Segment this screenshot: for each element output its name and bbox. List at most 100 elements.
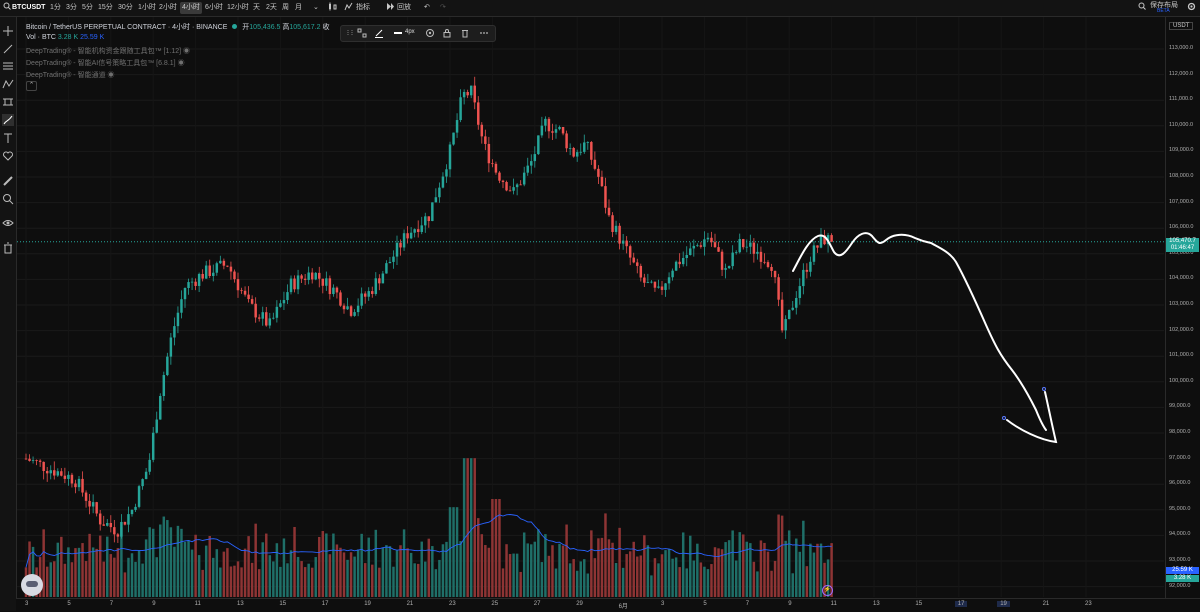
drag-handle-icon[interactable] bbox=[345, 28, 355, 38]
candle-body bbox=[342, 305, 346, 310]
interval-3m[interactable]: 3分 bbox=[66, 4, 77, 11]
zoom-icon[interactable] bbox=[2, 193, 14, 205]
x-tick-label: 6月 bbox=[618, 604, 628, 610]
volume-bar bbox=[469, 458, 473, 597]
interval-6h[interactable]: 6小时 bbox=[205, 4, 223, 11]
candle-body bbox=[56, 471, 60, 476]
volume-bar bbox=[91, 547, 95, 597]
text-icon[interactable] bbox=[2, 132, 14, 144]
currency-selector[interactable]: USDT bbox=[1169, 22, 1194, 30]
volume-bar bbox=[236, 561, 240, 597]
forecast-icon[interactable] bbox=[2, 96, 14, 108]
time-axis[interactable]: 3 5 7 9 11 13 15 17 19 21 23 25 27 29 6月 3 5 7 9 11 13 15 17 19… bbox=[16, 598, 1200, 612]
interval-15m[interactable]: 15分 bbox=[98, 4, 113, 11]
candle-body bbox=[498, 172, 501, 181]
ruler-icon[interactable] bbox=[2, 175, 14, 187]
replay-button[interactable]: 回放 bbox=[397, 4, 411, 11]
eye-icon[interactable]: ◉ bbox=[177, 60, 185, 67]
fib-icon[interactable] bbox=[2, 60, 14, 72]
volume-bar bbox=[501, 568, 505, 597]
line-width-icon[interactable] bbox=[393, 28, 403, 38]
volume-bar bbox=[614, 562, 618, 597]
more-icon[interactable] bbox=[479, 28, 489, 38]
interval-4h[interactable]: 4小时 bbox=[180, 2, 202, 14]
undo-icon[interactable]: ↶ bbox=[424, 4, 430, 11]
interval-1mo[interactable]: 月 bbox=[295, 4, 302, 11]
price-axis[interactable]: USDT 92,000.0 93,000.0 94,000.0 95,000.0 96,… bbox=[1165, 17, 1200, 598]
symbol-label[interactable]: BTCUSDT bbox=[12, 4, 46, 11]
lightning-icon[interactable]: ⚡ bbox=[822, 585, 833, 596]
candle-body bbox=[621, 240, 625, 244]
volume-bar bbox=[720, 549, 724, 597]
interval-30m[interactable]: 30分 bbox=[118, 4, 133, 11]
candle-body bbox=[515, 184, 519, 188]
eye-icon[interactable] bbox=[2, 217, 14, 229]
y-tick-label: 102,000.0 bbox=[1169, 326, 1194, 333]
eye-icon[interactable]: ◉ bbox=[107, 72, 115, 79]
line-width-label[interactable]: 4px bbox=[405, 29, 415, 35]
interval-1m[interactable]: 1分 bbox=[50, 4, 61, 11]
candle-body bbox=[611, 215, 614, 232]
candle-body bbox=[289, 278, 293, 293]
settings-icon[interactable] bbox=[1187, 2, 1196, 16]
candle-body bbox=[819, 235, 823, 248]
volume-bar bbox=[180, 528, 183, 597]
settings-icon[interactable] bbox=[425, 28, 435, 38]
candle-body bbox=[392, 256, 395, 262]
eye-icon[interactable]: ◉ bbox=[183, 48, 190, 55]
candle-body bbox=[169, 337, 173, 357]
symbol-search-icon[interactable] bbox=[3, 2, 11, 15]
crosshair-icon[interactable] bbox=[2, 25, 14, 37]
volume-bar bbox=[183, 541, 187, 597]
interval-2d[interactable]: 2天 bbox=[266, 4, 277, 11]
volume-bar bbox=[56, 542, 60, 597]
interval-2h[interactable]: 2小时 bbox=[159, 4, 177, 11]
interval-1d[interactable]: 天 bbox=[253, 4, 260, 11]
candle-body bbox=[724, 268, 727, 270]
candle-body bbox=[484, 136, 487, 144]
trash-icon[interactable] bbox=[2, 242, 14, 254]
indicator-3[interactable]: DeepTrading® - 智能通道 ◉ bbox=[26, 70, 115, 80]
volume-badge: 3.28 K bbox=[1166, 575, 1199, 582]
candle-body bbox=[667, 277, 671, 284]
indicator-2[interactable]: DeepTrading® - 智能AI信号策略工具包™ [6.8.1] ◉ bbox=[26, 58, 185, 68]
search-icon[interactable] bbox=[1138, 2, 1146, 15]
trend-line-icon[interactable] bbox=[2, 43, 14, 55]
volume-bar bbox=[321, 531, 325, 597]
save-layout-button[interactable]: 保存布局 bbox=[1150, 2, 1178, 9]
lock-icon[interactable] bbox=[442, 28, 452, 38]
candle-style-icon[interactable] bbox=[328, 2, 337, 16]
indicators-button[interactable]: 指标 bbox=[356, 4, 370, 11]
volume-bar bbox=[169, 527, 173, 597]
pen-color-icon[interactable] bbox=[374, 28, 384, 38]
volume-bar bbox=[466, 458, 469, 597]
candle-body bbox=[67, 474, 70, 479]
interval-12h[interactable]: 12小时 bbox=[227, 4, 249, 11]
indicator-1[interactable]: DeepTrading® - 智能机构资金跟随工具包™ [1.12] ◉ bbox=[26, 46, 190, 56]
candle-body bbox=[614, 225, 618, 232]
volume-bar bbox=[159, 524, 162, 597]
collapse-legend-button[interactable]: ⌃ bbox=[26, 81, 37, 91]
redo-icon[interactable]: ↷ bbox=[440, 4, 446, 11]
replay-icon[interactable] bbox=[386, 2, 395, 16]
candle-body bbox=[183, 287, 187, 300]
interval-5m[interactable]: 5分 bbox=[82, 4, 93, 11]
interval-1h[interactable]: 1小时 bbox=[138, 4, 156, 11]
volume-bar bbox=[561, 545, 565, 597]
volume-bar bbox=[356, 549, 360, 597]
pattern-icon[interactable] bbox=[2, 78, 14, 90]
volume-bar bbox=[628, 551, 632, 597]
trash-icon[interactable] bbox=[460, 28, 470, 38]
template-icon[interactable] bbox=[357, 28, 367, 38]
volume-bar bbox=[371, 564, 374, 597]
volume-bar bbox=[773, 560, 777, 597]
volume-bar bbox=[314, 557, 317, 597]
brush-icon[interactable] bbox=[2, 114, 14, 126]
chevron-down-icon[interactable]: ⌄ bbox=[313, 4, 319, 11]
volume-bar bbox=[427, 538, 431, 597]
indicators-icon[interactable] bbox=[344, 2, 353, 16]
interval-1w[interactable]: 周 bbox=[282, 4, 289, 11]
volume-bar bbox=[452, 507, 455, 597]
heart-icon[interactable] bbox=[2, 150, 14, 162]
